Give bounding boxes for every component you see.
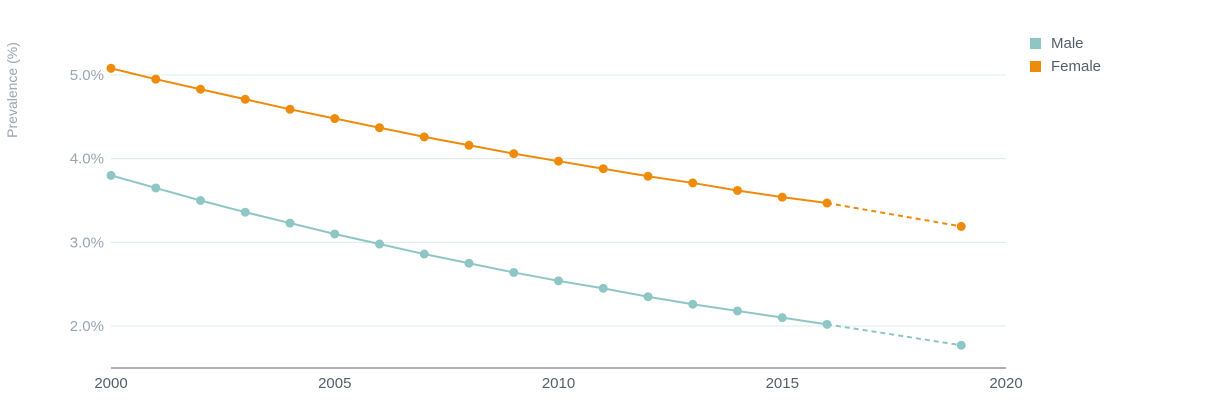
x-tick-label: 2000 xyxy=(94,375,127,392)
data-point-male[interactable] xyxy=(419,249,429,259)
data-point-female[interactable] xyxy=(554,156,563,166)
data-point-female[interactable] xyxy=(375,123,384,133)
x-tick-label: 2010 xyxy=(542,375,575,392)
series-female xyxy=(106,63,966,231)
data-point-female[interactable] xyxy=(151,74,161,84)
y-tick-label: 4.0% xyxy=(70,151,104,168)
y-tick-label: 5.0% xyxy=(70,67,104,84)
data-point-male[interactable] xyxy=(733,306,742,316)
legend-label-male: Male xyxy=(1051,35,1084,52)
legend-swatch-male xyxy=(1030,38,1041,49)
data-point-female[interactable] xyxy=(509,149,519,159)
legend-label-female: Female xyxy=(1051,58,1102,75)
data-point-male[interactable] xyxy=(375,239,384,249)
x-axis: 2000 2005 2010 2015 2020 xyxy=(94,367,1023,392)
data-point-female[interactable] xyxy=(196,84,205,94)
data-point-male[interactable] xyxy=(196,196,205,205)
series-male xyxy=(106,170,966,350)
data-point-male[interactable] xyxy=(598,283,608,293)
series-line-male xyxy=(110,174,828,326)
data-point-female[interactable] xyxy=(598,164,608,174)
data-point-female[interactable] xyxy=(419,132,429,142)
data-point-female[interactable] xyxy=(733,185,742,195)
data-point-male[interactable] xyxy=(643,292,653,302)
data-point-male[interactable] xyxy=(554,276,563,286)
series-projection-female xyxy=(826,202,962,228)
series-layer xyxy=(106,63,966,350)
data-point-male[interactable] xyxy=(106,170,116,180)
data-point-female[interactable] xyxy=(330,114,340,124)
data-point-male[interactable] xyxy=(285,218,295,228)
data-point-male[interactable] xyxy=(464,258,474,268)
y-axis-label: Prevalence (%) xyxy=(4,42,20,138)
data-point-female[interactable] xyxy=(643,171,653,181)
data-point-male[interactable] xyxy=(688,299,698,309)
y-tick-label: 3.0% xyxy=(70,234,104,251)
series-projection-male xyxy=(826,323,962,347)
data-point-female[interactable] xyxy=(106,63,116,73)
x-tick-label: 2015 xyxy=(766,375,799,392)
data-point-male[interactable] xyxy=(330,229,340,239)
legend-item-female[interactable]: Female xyxy=(1030,55,1101,78)
grid-lines xyxy=(111,74,1006,327)
data-point-female[interactable] xyxy=(956,221,966,231)
y-tick-label: 2.0% xyxy=(70,318,104,335)
data-point-female[interactable] xyxy=(777,192,787,202)
data-point-female[interactable] xyxy=(688,178,698,188)
legend: Male Female xyxy=(1030,32,1101,78)
data-point-male[interactable] xyxy=(151,183,161,193)
x-tick-label: 2005 xyxy=(318,375,351,392)
legend-swatch-female xyxy=(1030,61,1041,72)
data-point-male[interactable] xyxy=(509,267,519,277)
y-axis-ticks: 2.0% 3.0% 4.0% 5.0% xyxy=(70,67,104,335)
data-point-female[interactable] xyxy=(240,94,250,104)
legend-item-male[interactable]: Male xyxy=(1030,32,1101,55)
data-point-female[interactable] xyxy=(285,104,295,114)
series-line-female xyxy=(110,67,828,205)
data-point-male[interactable] xyxy=(956,340,966,350)
data-point-female[interactable] xyxy=(464,140,474,150)
data-point-male[interactable] xyxy=(777,313,787,323)
data-point-female[interactable] xyxy=(822,198,832,208)
data-point-male[interactable] xyxy=(822,319,832,329)
data-point-male[interactable] xyxy=(240,207,250,217)
x-tick-label: 2020 xyxy=(989,375,1022,392)
